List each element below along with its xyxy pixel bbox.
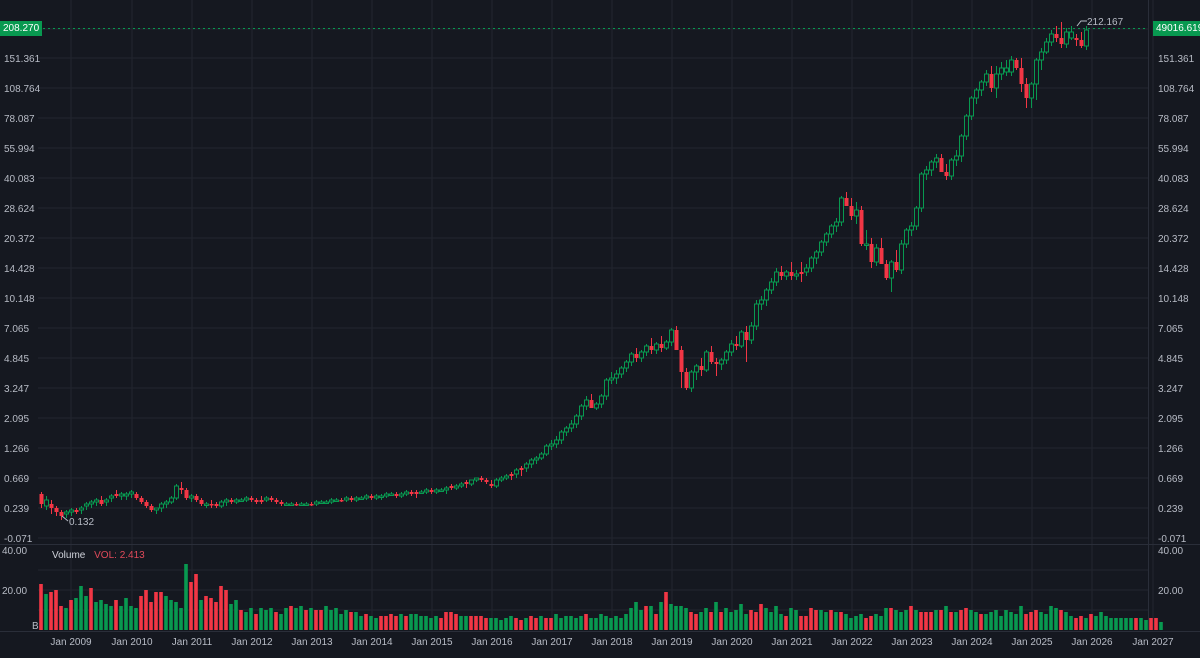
candlestick-series <box>39 22 1089 520</box>
svg-text:3.247: 3.247 <box>4 384 29 395</box>
svg-text:55.994: 55.994 <box>4 144 35 155</box>
svg-text:0.239: 0.239 <box>1158 504 1183 515</box>
svg-text:10.148: 10.148 <box>1158 294 1189 305</box>
svg-text:Jan 2021: Jan 2021 <box>771 637 813 648</box>
svg-text:0.239: 0.239 <box>4 504 29 515</box>
svg-text:28.624: 28.624 <box>4 204 35 215</box>
svg-text:3.247: 3.247 <box>1158 384 1183 395</box>
svg-text:Jan 2019: Jan 2019 <box>651 637 693 648</box>
svg-text:Jan 2011: Jan 2011 <box>172 637 213 648</box>
svg-text:40.00: 40.00 <box>1158 546 1183 557</box>
svg-text:7.065: 7.065 <box>4 324 29 335</box>
grid-lines <box>0 0 1200 632</box>
svg-text:2.095: 2.095 <box>1158 414 1183 425</box>
svg-text:14.428: 14.428 <box>4 264 35 275</box>
svg-text:40.00: 40.00 <box>2 546 27 557</box>
volume-title: Volume <box>52 550 86 561</box>
price-axis-right: 151.361 108.764 78.087 55.994 40.083 28.624 20… <box>1158 54 1195 545</box>
svg-text:20.372: 20.372 <box>4 234 35 245</box>
svg-text:Jan 2020: Jan 2020 <box>711 637 753 648</box>
svg-text:Jan 2013: Jan 2013 <box>291 637 333 648</box>
svg-text:20.00: 20.00 <box>2 586 27 597</box>
high-annotation: 212.167 <box>1087 17 1124 28</box>
svg-text:108.764: 108.764 <box>1158 84 1195 95</box>
svg-text:14.428: 14.428 <box>1158 264 1189 275</box>
svg-text:Jan 2027: Jan 2027 <box>1132 637 1174 648</box>
svg-text:Jan 2016: Jan 2016 <box>471 637 513 648</box>
svg-text:40.083: 40.083 <box>1158 174 1189 185</box>
volume-series <box>39 564 1163 630</box>
svg-text:1.266: 1.266 <box>4 444 29 455</box>
last-price-tag-right: 49016.619 <box>1153 21 1200 36</box>
svg-text:20.372: 20.372 <box>1158 234 1189 245</box>
svg-text:151.361: 151.361 <box>1158 54 1195 65</box>
svg-text:78.087: 78.087 <box>1158 114 1189 125</box>
svg-text:40.083: 40.083 <box>4 174 35 185</box>
svg-text:108.764: 108.764 <box>4 84 41 95</box>
price-axis-left: 151.361 108.764 78.087 55.994 40.083 28.624 20… <box>4 54 41 545</box>
last-price-tag-left: 208.270 <box>0 21 43 36</box>
svg-text:7.065: 7.065 <box>1158 324 1183 335</box>
svg-text:Jan 2009: Jan 2009 <box>50 637 92 648</box>
svg-text:0.669: 0.669 <box>4 474 29 485</box>
svg-text:Jan 2012: Jan 2012 <box>231 637 273 648</box>
svg-text:151.361: 151.361 <box>4 54 41 65</box>
svg-text:Jan 2026: Jan 2026 <box>1071 637 1113 648</box>
svg-text:B: B <box>32 621 39 632</box>
svg-text:4.845: 4.845 <box>4 354 29 365</box>
svg-text:Jan 2023: Jan 2023 <box>891 637 933 648</box>
svg-text:78.087: 78.087 <box>4 114 35 125</box>
svg-text:Jan 2014: Jan 2014 <box>351 637 393 648</box>
svg-text:-0.071: -0.071 <box>4 534 33 545</box>
extreme-annotations: 212.167 0.132 <box>61 17 1124 528</box>
svg-text:-0.071: -0.071 <box>1158 534 1187 545</box>
svg-text:0.669: 0.669 <box>1158 474 1183 485</box>
svg-text:Jan 2025: Jan 2025 <box>1011 637 1053 648</box>
svg-text:Jan 2018: Jan 2018 <box>591 637 633 648</box>
volume-axis: 40.00 40.00 20.00 20.00 B <box>2 546 1183 632</box>
svg-text:1.266: 1.266 <box>1158 444 1183 455</box>
svg-text:2.095: 2.095 <box>4 414 29 425</box>
svg-text:28.624: 28.624 <box>1158 204 1189 215</box>
time-axis: Jan 2009 Jan 2010 Jan 2011 Jan 2012 Jan 2013… <box>50 637 1174 648</box>
volume-legend: Volume VOL: 2.413 <box>52 550 145 561</box>
svg-text:Jan 2024: Jan 2024 <box>951 637 993 648</box>
svg-text:55.994: 55.994 <box>1158 144 1189 155</box>
svg-text:20.00: 20.00 <box>1158 586 1183 597</box>
svg-text:Jan 2022: Jan 2022 <box>831 637 873 648</box>
volume-value: VOL: 2.413 <box>94 550 145 561</box>
svg-text:4.845: 4.845 <box>1158 354 1183 365</box>
svg-text:Jan 2017: Jan 2017 <box>531 637 573 648</box>
svg-text:Jan 2010: Jan 2010 <box>111 637 153 648</box>
svg-text:10.148: 10.148 <box>4 294 35 305</box>
svg-text:Jan 2015: Jan 2015 <box>411 637 453 648</box>
low-annotation: 0.132 <box>69 517 94 528</box>
